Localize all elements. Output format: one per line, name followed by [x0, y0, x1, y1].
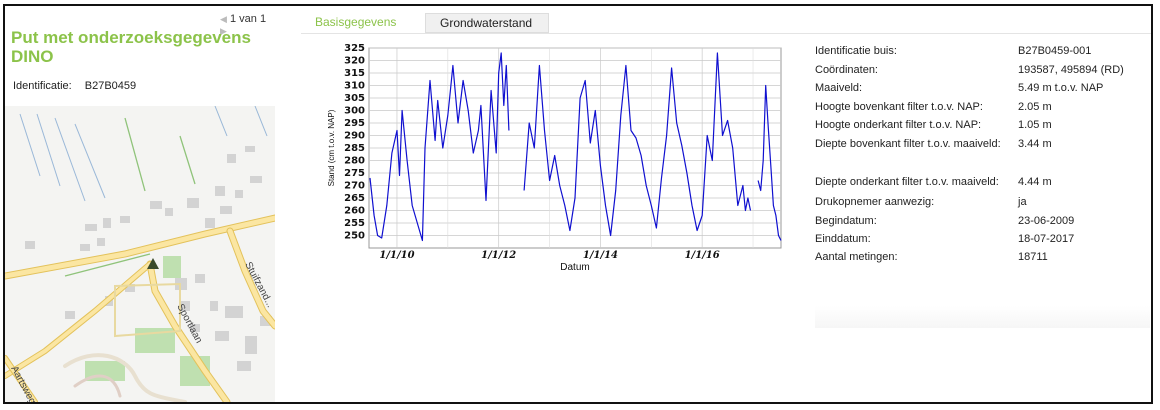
tab-grondwaterstand[interactable]: Grondwaterstand [425, 13, 549, 33]
x-tick-label: 1/1/14 [583, 250, 618, 261]
x-axis-label: Datum [560, 262, 589, 273]
roads [5, 214, 275, 402]
y-tick-label: 320 [344, 56, 365, 67]
info-value: 18-07-2017 [1018, 233, 1075, 245]
panel-fade [815, 306, 1150, 328]
y-axis-label: Stand (cm t.o.v. NAP) [327, 109, 336, 186]
y-tick-label: 260 [344, 206, 365, 217]
street-label-aartsweg: Aartsweg [8, 364, 37, 402]
pager[interactable]: ◀ 1 van 1 ▶ [220, 13, 275, 37]
info-label: Drukopnemer aanwezig: [815, 196, 935, 208]
series-line [369, 52, 510, 242]
info-value: 1.05 m [1018, 119, 1052, 131]
y-tick-label: 270 [344, 181, 365, 192]
x-tick-label: 1/1/16 [685, 250, 720, 261]
info-label: Maaiveld: [815, 82, 863, 94]
y-tick-label: 275 [344, 168, 365, 179]
info-value: 4.44 m [1018, 176, 1052, 188]
info-value: 2.05 m [1018, 101, 1052, 113]
info-value: 193587, 495894 (RD) [1018, 64, 1124, 76]
y-tick-label: 280 [344, 156, 365, 167]
field-lines [19, 106, 268, 202]
info-label: Hoogte bovenkant filter t.o.v. NAP: [815, 101, 983, 113]
y-tick-label: 305 [344, 93, 365, 104]
info-label: Diepte bovenkant filter t.o.v. maaiveld: [815, 138, 1001, 150]
y-tick-label: 285 [344, 143, 365, 154]
window-frame: ◀ 1 van 1 ▶ Put met onderzoeksgegevens D… [3, 4, 1153, 404]
info-value: ja [1018, 196, 1027, 208]
info-value: B27B0459-001 [1018, 45, 1092, 57]
info-label: Coördinaten: [815, 64, 878, 76]
pager-text: 1 van 1 [229, 13, 267, 25]
next-arrow-icon[interactable]: ▶ [220, 26, 227, 36]
y-tick-label: 300 [344, 106, 365, 117]
y-tick-label: 265 [344, 193, 365, 204]
x-tick-label: 1/1/10 [379, 250, 414, 261]
prev-arrow-icon[interactable]: ◀ [220, 14, 227, 24]
map[interactable]: Stuifzand... Sportlaan Aartsweg [5, 106, 275, 402]
info-label: Identificatie buis: [815, 45, 897, 57]
identificatie-row: Identificatie: B27B0459 [13, 80, 136, 92]
identificatie-value: B27B0459 [84, 80, 137, 92]
y-tick-label: 290 [344, 131, 365, 142]
tab-basisgegevens[interactable]: Basisgegevens [301, 13, 425, 33]
series-line [523, 52, 752, 237]
y-tick-label: 250 [344, 231, 365, 242]
info-label: Einddatum: [815, 233, 871, 245]
info-label: Diepte onderkant filter t.o.v. maaiveld: [815, 176, 999, 188]
identificatie-label: Identificatie: [13, 80, 72, 92]
info-value: 18711 [1018, 251, 1048, 263]
y-tick-label: 295 [344, 118, 365, 129]
y-tick-label: 325 [344, 43, 365, 54]
y-tick-label: 255 [344, 218, 365, 229]
info-label: Aantal metingen: [815, 251, 898, 263]
tab-divider [301, 33, 1151, 34]
y-tick-label: 310 [344, 81, 365, 92]
info-value: 5.49 m t.o.v. NAP [1018, 82, 1104, 94]
map-canvas[interactable]: Stuifzand... Sportlaan Aartsweg [5, 106, 275, 402]
info-label: Hoogte onderkant filter t.o.v. NAP: [815, 119, 982, 131]
groundwater-chart: 250 255 260 265 270 275 280 285 290 295 300 305 310 3… [323, 40, 785, 284]
series-line [757, 84, 782, 241]
y-tick-label: 315 [344, 68, 365, 79]
info-label: Begindatum: [815, 215, 877, 227]
info-value: 3.44 m [1018, 138, 1052, 150]
green-lines [64, 117, 196, 277]
page-title: Put met onderzoeksgegevens DINO [11, 28, 251, 66]
info-value: 23-06-2009 [1018, 215, 1075, 227]
x-tick-label: 1/1/12 [481, 250, 516, 261]
left-panel: ◀ 1 van 1 ▶ Put met onderzoeksgegevens D… [5, 6, 275, 402]
well-marker-icon[interactable] [147, 258, 159, 269]
